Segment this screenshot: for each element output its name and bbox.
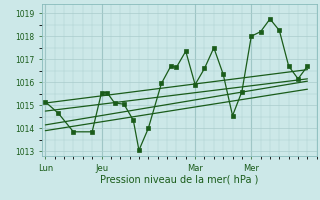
X-axis label: Pression niveau de la mer( hPa ): Pression niveau de la mer( hPa )	[100, 174, 258, 184]
